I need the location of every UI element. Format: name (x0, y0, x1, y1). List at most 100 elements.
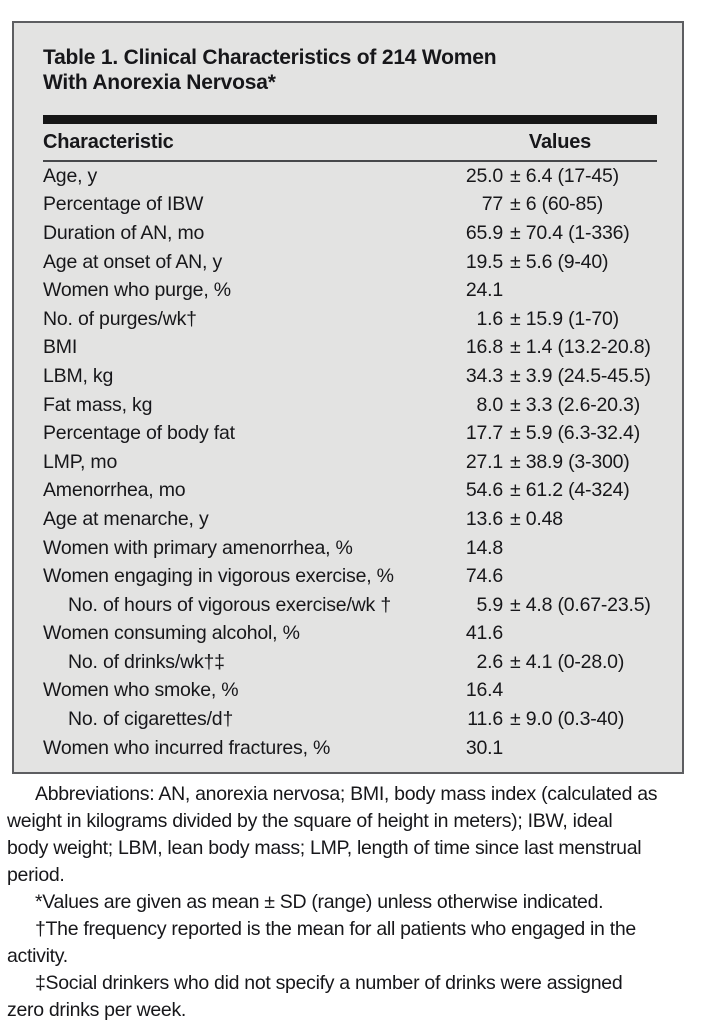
value-mean: 16.8 (465, 336, 503, 359)
row-value: 17.7 ± 5.9 (6.3-32.4) (435, 422, 657, 445)
value-mean: 30.1 (465, 736, 503, 759)
value-mean: 24.1 (465, 279, 503, 302)
table-rows: Age, y 25.0 ± 6.4 (17-45) Percentage of … (43, 162, 657, 762)
table-row: Women who smoke, % 16.4 (43, 677, 657, 706)
value-mean: 17.7 (465, 422, 503, 445)
value-sd-range: ± 9.0 (0.3-40) (510, 708, 625, 731)
row-label: Age at menarche, y (43, 507, 209, 530)
column-header-characteristic: Characteristic (43, 130, 174, 153)
table-header-row: Characteristic Values (43, 124, 657, 162)
value-sd-range: ± 6 (60-85) (510, 193, 604, 216)
row-value: 74.6 (435, 565, 657, 588)
row-value: 16.8 ± 1.4 (13.2-20.8) (435, 336, 657, 359)
value-mean: 34.3 (465, 364, 503, 387)
value-sd-range: ± 38.9 (3-300) (510, 450, 630, 473)
row-label: No. of hours of vigorous exercise/wk † (68, 593, 391, 616)
value-mean: 5.9 (476, 593, 503, 616)
value-mean: 2.6 (476, 650, 503, 673)
footnote-line: †The frequency reported is the mean for … (35, 918, 636, 940)
footnote-line: *Values are given as mean ± SD (range) u… (35, 891, 604, 913)
table-row: Age, y 25.0 ± 6.4 (17-45) (43, 162, 657, 191)
row-value: 54.6 ± 61.2 (4-324) (435, 479, 657, 502)
footnote-line: activity. (7, 945, 68, 967)
row-value: 41.6 (435, 622, 657, 645)
value-mean: 41.6 (465, 622, 503, 645)
value-sd-range: ± 3.3 (2.6-20.3) (510, 393, 640, 416)
row-label: LBM, kg (43, 364, 114, 387)
value-sd-range: ± 1.4 (13.2-20.8) (510, 336, 651, 359)
row-label: No. of purges/wk† (43, 307, 197, 330)
value-sd-range: ± 4.8 (0.67-23.5) (510, 593, 651, 616)
table-row: No. of drinks/wk†‡ 2.6 ± 4.1 (0-28.0) (43, 648, 657, 677)
row-value: 8.0 ± 3.3 (2.6-20.3) (435, 394, 657, 417)
footnote-line: body weight; LBM, lean body mass; LMP, l… (7, 837, 642, 859)
row-value: 27.1 ± 38.9 (3-300) (435, 451, 657, 474)
table-title-line-2: With Anorexia Nervosa* (43, 71, 276, 94)
footnote-line: weight in kilograms divided by the squar… (7, 810, 613, 832)
row-label: Women consuming alcohol, % (43, 622, 300, 645)
row-label: Percentage of IBW (43, 193, 204, 216)
row-label: Amenorrhea, mo (43, 479, 186, 502)
row-value: 65.9 ± 70.4 (1-336) (435, 222, 657, 245)
row-value: 14.8 (435, 537, 657, 560)
value-sd-range: ± 3.9 (24.5-45.5) (510, 364, 651, 387)
value-sd-range: ± 5.6 (9-40) (510, 250, 609, 273)
table-row: Age at menarche, y 13.6 ± 0.48 (43, 505, 657, 534)
row-value: 34.3 ± 3.9 (24.5-45.5) (435, 365, 657, 388)
value-mean: 14.8 (465, 536, 503, 559)
row-label: Age, y (43, 164, 98, 187)
value-sd-range: ± 15.9 (1-70) (510, 307, 619, 330)
table-row: Percentage of IBW 77 ± 6 (60-85) (43, 191, 657, 220)
row-value: 11.6 ± 9.0 (0.3-40) (435, 708, 657, 731)
value-mean: 16.4 (465, 679, 503, 702)
value-mean: 19.5 (465, 250, 503, 273)
row-value: 16.4 (435, 679, 657, 702)
row-value: 5.9 ± 4.8 (0.67-23.5) (435, 594, 657, 617)
row-value: 2.6 ± 4.1 (0-28.0) (435, 651, 657, 674)
table-row: Percentage of body fat 17.7 ± 5.9 (6.3-3… (43, 419, 657, 448)
row-label: Women with primary amenorrhea, % (43, 536, 353, 559)
row-label: Women who smoke, % (43, 679, 239, 702)
table-row: No. of purges/wk† 1.6 ± 15.9 (1-70) (43, 305, 657, 334)
row-label: Women engaging in vigorous exercise, % (43, 565, 394, 588)
footnote-line: period. (7, 864, 65, 886)
value-mean: 8.0 (476, 393, 503, 416)
value-mean: 25.0 (465, 164, 503, 187)
value-sd-range: ± 4.1 (0-28.0) (510, 650, 625, 673)
value-mean: 65.9 (465, 221, 503, 244)
table-row: Duration of AN, mo 65.9 ± 70.4 (1-336) (43, 219, 657, 248)
table-title: Table 1. Clinical Characteristics of 214… (43, 45, 657, 95)
row-label: No. of cigarettes/d† (68, 708, 234, 731)
value-mean: 27.1 (465, 450, 503, 473)
value-sd-range: ± 70.4 (1-336) (510, 221, 630, 244)
row-value: 19.5 ± 5.6 (9-40) (435, 251, 657, 274)
value-mean: 1.6 (476, 307, 503, 330)
row-label: Duration of AN, mo (43, 221, 205, 244)
table-row: BMI 16.8 ± 1.4 (13.2-20.8) (43, 334, 657, 363)
table-row: Women engaging in vigorous exercise, % 7… (43, 562, 657, 591)
table-row: Women with primary amenorrhea, % 14.8 (43, 534, 657, 563)
value-mean: 13.6 (465, 507, 503, 530)
row-value: 24.1 (435, 279, 657, 302)
table-row: Fat mass, kg 8.0 ± 3.3 (2.6-20.3) (43, 391, 657, 420)
row-label: No. of drinks/wk†‡ (68, 650, 225, 673)
value-sd-range: ± 5.9 (6.3-32.4) (510, 422, 640, 445)
footnotes: Abbreviations: AN, anorexia nervosa; BMI… (7, 781, 705, 1024)
value-sd-range: ± 6.4 (17-45) (510, 164, 619, 187)
value-sd-range: ± 0.48 (510, 507, 563, 530)
row-label: Age at onset of AN, y (43, 250, 222, 273)
row-label: Percentage of body fat (43, 422, 235, 445)
value-mean: 74.6 (465, 565, 503, 588)
table-row: Women who incurred fractures, % 30.1 (43, 734, 657, 763)
value-mean: 54.6 (465, 479, 503, 502)
row-label: Women who incurred fractures, % (43, 736, 331, 759)
value-mean: 77 (481, 193, 503, 216)
footnote-line: Abbreviations: AN, anorexia nervosa; BMI… (35, 783, 658, 805)
row-value: 13.6 ± 0.48 (435, 508, 657, 531)
footnote-line: ‡Social drinkers who did not specify a n… (35, 972, 623, 994)
row-label: Fat mass, kg (43, 393, 153, 416)
table-row: Women consuming alcohol, % 41.6 (43, 620, 657, 649)
table-title-line-1: Table 1. Clinical Characteristics of 214… (43, 46, 497, 69)
table-row: Age at onset of AN, y 19.5 ± 5.6 (9-40) (43, 248, 657, 277)
row-value: 30.1 (435, 737, 657, 760)
